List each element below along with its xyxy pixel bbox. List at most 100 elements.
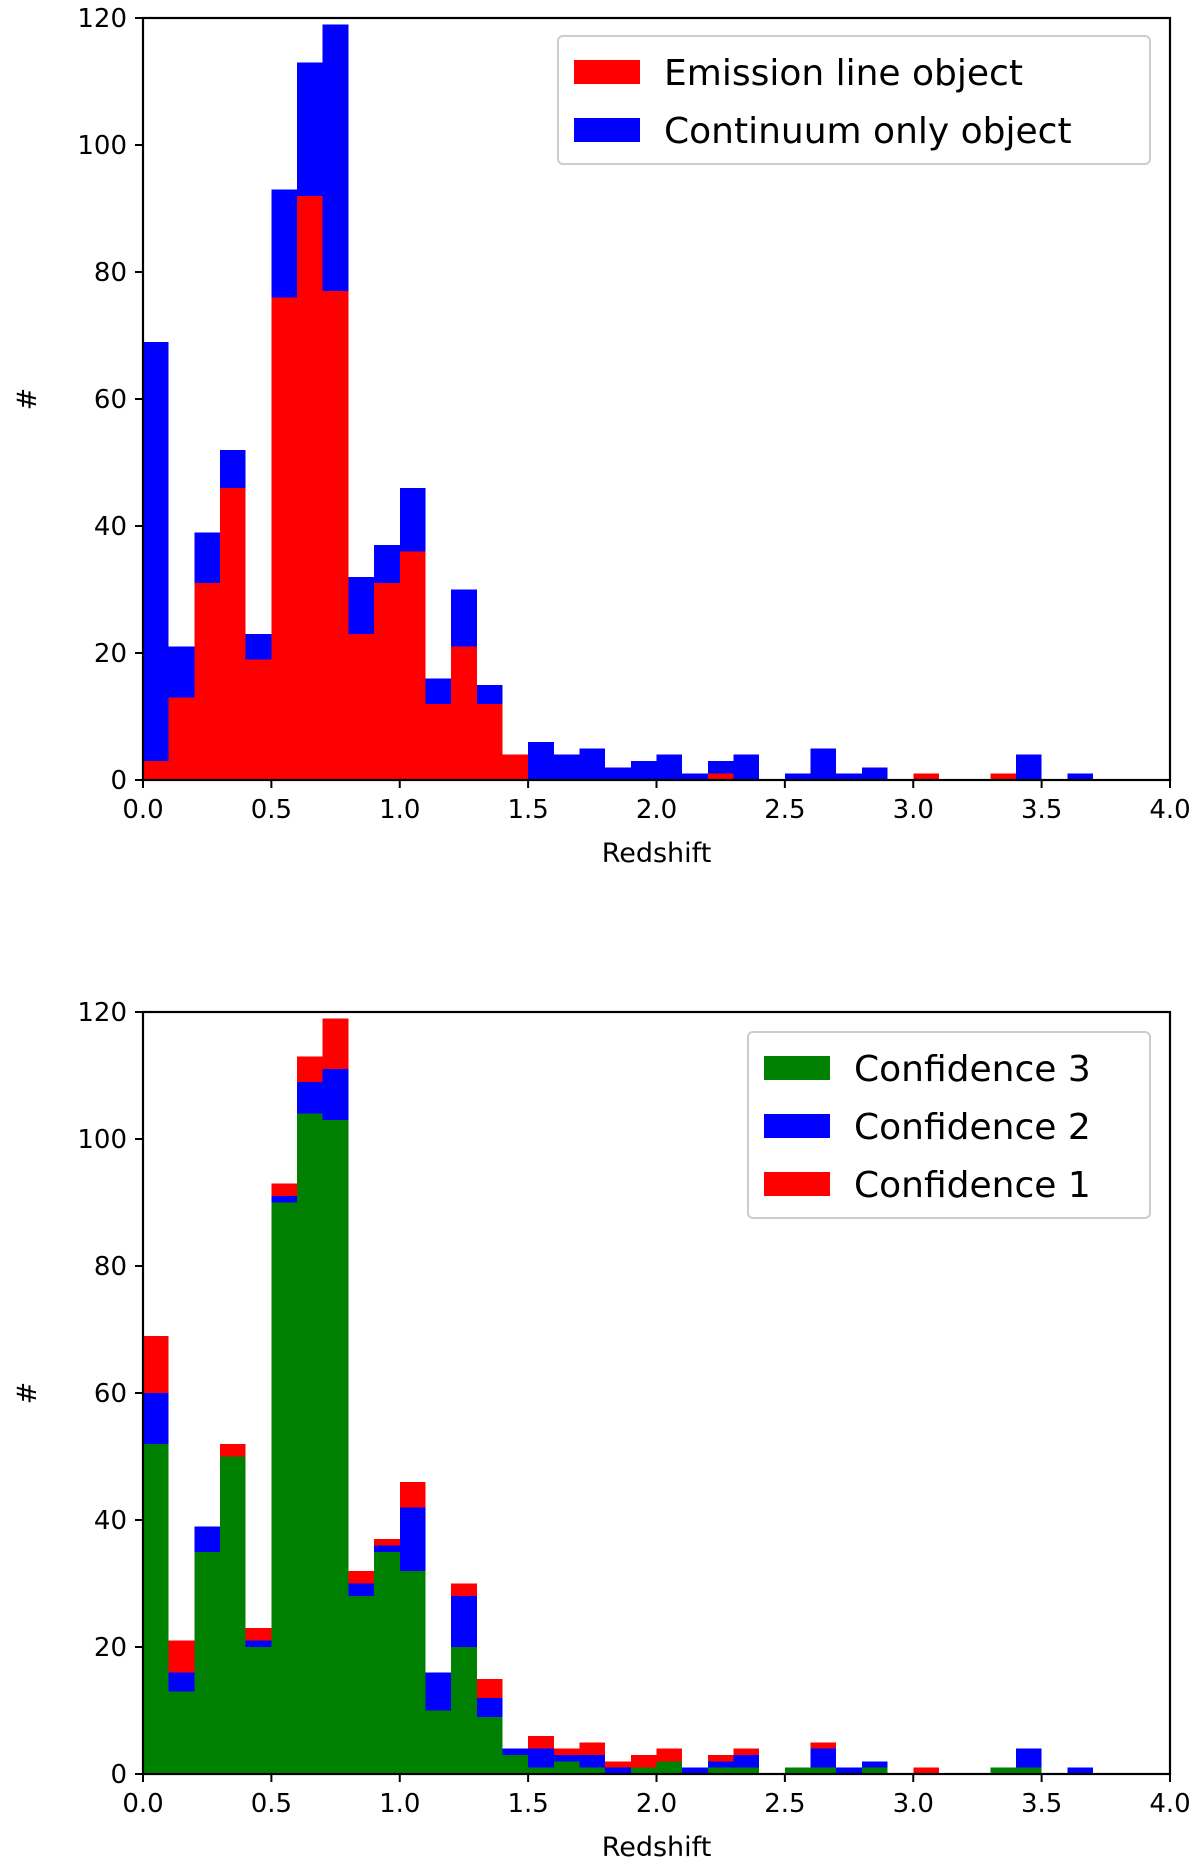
bar	[810, 1742, 837, 1749]
x-tick-label: 2.0	[636, 795, 677, 825]
bar	[297, 62, 323, 196]
bar	[553, 754, 580, 780]
legend-frame	[747, 1031, 1151, 1219]
x-tick-label: 4.0	[1149, 1789, 1190, 1819]
bar	[733, 1754, 760, 1768]
bar	[656, 1761, 683, 1774]
bar	[245, 1647, 272, 1774]
bar	[220, 487, 246, 780]
x-tick-label: 2.5	[764, 1789, 805, 1819]
x-tick-label: 4.0	[1149, 795, 1190, 825]
y-tick-label: 100	[77, 131, 127, 161]
bar	[579, 1742, 606, 1755]
bar	[682, 773, 708, 780]
legend-swatch	[574, 118, 640, 142]
series-3	[143, 1018, 939, 1774]
bar	[605, 767, 631, 780]
bar	[348, 1583, 375, 1597]
bar	[502, 754, 529, 780]
bar	[271, 1183, 298, 1197]
bar	[579, 1767, 606, 1774]
bar	[399, 551, 426, 780]
x-tick-label: 3.0	[893, 795, 934, 825]
x-tick-label: 1.5	[507, 795, 548, 825]
series-1	[143, 195, 1016, 781]
bar	[1015, 1767, 1042, 1774]
y-tick-label: 60	[94, 385, 127, 415]
bar	[810, 1767, 837, 1774]
series-1	[143, 1113, 1042, 1774]
x-tick-label: 1.0	[379, 795, 420, 825]
bar	[733, 754, 760, 780]
bar	[451, 589, 477, 647]
x-tick-label: 0.0	[122, 1789, 163, 1819]
bar	[707, 1767, 734, 1774]
y-tick-label: 120	[77, 998, 127, 1028]
bar	[168, 1640, 195, 1673]
series-2	[143, 24, 1093, 780]
legend-label: Confidence 2	[854, 1107, 1091, 1148]
x-tick-label: 1.5	[507, 1789, 548, 1819]
bar	[451, 1596, 477, 1647]
bar	[528, 1735, 554, 1749]
bar	[682, 1767, 708, 1774]
bar	[707, 1754, 734, 1762]
bar	[476, 1716, 503, 1774]
bar	[476, 1678, 503, 1698]
legend-swatch	[764, 1056, 830, 1080]
x-tick-label: 3.0	[893, 1789, 934, 1819]
bar	[528, 741, 554, 780]
bar	[194, 1526, 221, 1552]
y-tick-label: 40	[94, 1506, 127, 1536]
bar	[348, 1596, 375, 1774]
bar	[733, 1748, 760, 1755]
bar	[143, 341, 169, 761]
bar	[271, 297, 298, 780]
bar	[297, 1081, 323, 1114]
bar	[605, 1761, 631, 1768]
y-tick-label: 0	[110, 766, 127, 796]
bar	[374, 583, 400, 780]
bar	[707, 773, 734, 780]
bar	[861, 1767, 888, 1774]
y-tick-label: 60	[94, 1379, 127, 1409]
y-tick-label: 80	[94, 1252, 127, 1282]
bar	[399, 1570, 426, 1774]
bar	[322, 1018, 349, 1070]
bar	[656, 754, 683, 780]
bar	[194, 1551, 221, 1774]
y-tick-label: 20	[94, 1633, 127, 1663]
bar	[271, 1196, 298, 1203]
bar	[168, 1672, 195, 1692]
bar	[194, 583, 221, 780]
bar	[271, 189, 298, 298]
bar	[810, 1748, 837, 1768]
bar	[348, 1570, 375, 1584]
bar	[451, 646, 477, 780]
bar	[168, 1691, 195, 1774]
bar	[168, 697, 195, 780]
bar	[245, 1640, 272, 1647]
bar	[451, 1583, 477, 1597]
bar	[630, 1754, 657, 1768]
legend: Emission line object Continuum only objec…	[557, 35, 1151, 165]
bar	[143, 1443, 169, 1774]
bar	[348, 576, 375, 634]
y-axis-label: #	[12, 388, 43, 411]
bar	[143, 1393, 169, 1444]
bar	[451, 1647, 477, 1774]
x-tick-label: 2.5	[764, 795, 805, 825]
bar	[245, 1627, 272, 1641]
bar	[476, 1697, 503, 1717]
bar	[528, 1767, 554, 1774]
bar	[245, 659, 272, 780]
bar	[579, 1754, 606, 1768]
bar	[553, 1748, 580, 1755]
bar	[476, 684, 503, 704]
bar	[1067, 773, 1093, 780]
bar	[143, 760, 169, 780]
bar	[425, 678, 452, 704]
bar	[861, 1761, 888, 1768]
bar	[322, 291, 349, 780]
x-axis-label: Redshift	[602, 1832, 712, 1863]
